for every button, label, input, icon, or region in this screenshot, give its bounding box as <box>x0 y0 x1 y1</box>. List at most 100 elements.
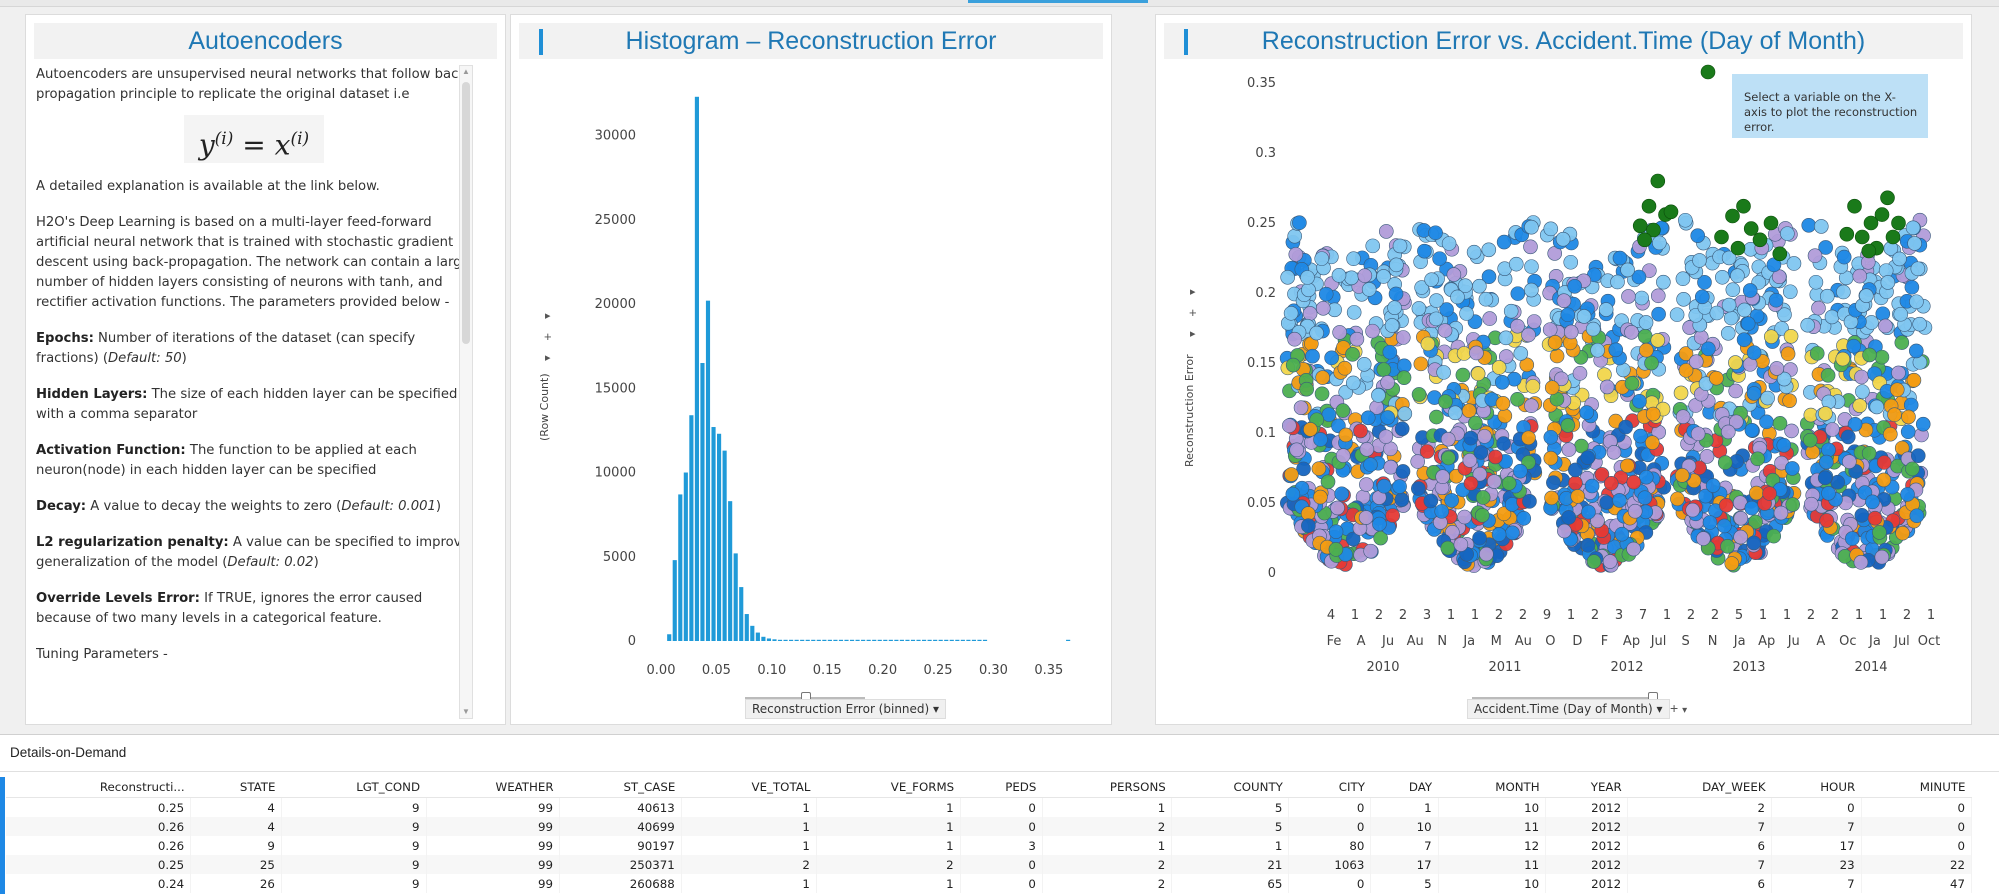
table-cell[interactable]: 5 <box>1370 874 1439 893</box>
table-cell[interactable]: 7 <box>1771 817 1862 836</box>
column-header[interactable]: YEAR <box>1545 777 1628 798</box>
hist-side-arrow-bottom[interactable]: ▸ <box>545 352 551 364</box>
table-cell[interactable]: 80 <box>1288 836 1372 855</box>
table-cell[interactable]: 260688 <box>559 874 682 893</box>
scatter-side-plus[interactable]: + <box>1189 305 1197 320</box>
text-scrollbar[interactable]: ▲ ▼ <box>459 65 473 719</box>
hist-side-arrow-top[interactable]: ▸ <box>545 310 551 322</box>
table-cell[interactable]: 0 <box>960 817 1043 836</box>
table-cell[interactable]: 1 <box>681 797 817 817</box>
table-cell[interactable]: 7 <box>1627 855 1773 874</box>
table-cell[interactable]: 99 <box>426 855 561 874</box>
table-cell[interactable]: 10 <box>1370 817 1439 836</box>
scroll-thumb[interactable] <box>462 82 470 344</box>
column-header[interactable]: ST_CASE <box>559 777 682 798</box>
table-cell[interactable]: 0 <box>1771 797 1862 817</box>
table-cell[interactable]: 2 <box>816 855 961 874</box>
table-cell[interactable]: 0.26 <box>6 817 192 836</box>
table-cell[interactable]: 21 <box>1171 855 1290 874</box>
table-cell[interactable]: 99 <box>426 797 561 817</box>
table-cell[interactable]: 1 <box>1171 836 1290 855</box>
table-cell[interactable]: 11 <box>1438 817 1547 836</box>
table-cell[interactable]: 0.25 <box>6 797 192 817</box>
scatter-add-axis-button[interactable]: + ▾ <box>1670 700 1688 716</box>
table-cell[interactable]: 1 <box>681 836 817 855</box>
hist-x-axis-dropdown[interactable]: Reconstruction Error (binned) ▾ <box>745 699 947 719</box>
table-cell[interactable]: 1063 <box>1288 855 1372 874</box>
table-cell[interactable]: 0 <box>1861 817 1973 836</box>
table-cell[interactable]: 9 <box>281 817 427 836</box>
table-cell[interactable]: 99 <box>426 817 561 836</box>
table-cell[interactable]: 9 <box>281 836 427 855</box>
table-cell[interactable]: 0 <box>1861 836 1973 855</box>
table-row[interactable]: 0.25 4 9 99 40613 1 1 0 1 5 0 1 10 2012 2 0 0 <box>6 797 1973 817</box>
table-cell[interactable]: 1 <box>681 874 817 893</box>
scatter-side-arrow-bottom[interactable]: ▸ <box>1190 328 1196 340</box>
column-header[interactable]: VE_TOTAL <box>681 777 817 798</box>
column-header[interactable]: CITY <box>1288 777 1371 798</box>
table-cell[interactable]: 10 <box>1438 874 1547 893</box>
table-cell[interactable]: 17 <box>1370 855 1439 874</box>
table-cell[interactable]: 4 <box>190 797 282 817</box>
scroll-down-icon[interactable]: ▼ <box>462 707 470 716</box>
table-cell[interactable]: 2 <box>681 855 817 874</box>
column-header[interactable]: MONTH <box>1438 777 1546 798</box>
table-cell[interactable]: 2012 <box>1545 836 1629 855</box>
table-cell[interactable]: 9 <box>281 797 427 817</box>
table-cell[interactable]: 1 <box>1042 836 1173 855</box>
column-header[interactable]: STATE <box>190 777 282 798</box>
table-cell[interactable]: 99 <box>426 874 561 893</box>
table-cell[interactable]: 7 <box>1370 836 1439 855</box>
column-header[interactable]: DAY <box>1370 777 1439 798</box>
table-row[interactable]: 0.26 9 9 99 90197 1 1 3 1 1 80 7 12 2012 6 17 0 <box>6 836 1973 855</box>
table-cell[interactable]: 0 <box>1288 874 1372 893</box>
table-cell[interactable]: 0 <box>1861 797 1973 817</box>
table-cell[interactable]: 1 <box>681 817 817 836</box>
table-cell[interactable]: 0 <box>1288 817 1372 836</box>
table-cell[interactable]: 3 <box>960 836 1043 855</box>
scroll-up-icon[interactable]: ▲ <box>462 67 470 76</box>
table-cell[interactable]: 4 <box>190 817 282 836</box>
table-cell[interactable]: 40613 <box>559 797 682 817</box>
table-cell[interactable]: 23 <box>1771 855 1862 874</box>
table-cell[interactable]: 0 <box>960 797 1043 817</box>
table-cell[interactable]: 9 <box>281 874 427 893</box>
table-cell[interactable]: 2 <box>1627 797 1773 817</box>
table-cell[interactable]: 0 <box>1288 797 1372 817</box>
table-cell[interactable]: 26 <box>190 874 282 893</box>
table-cell[interactable]: 10 <box>1438 797 1547 817</box>
table-cell[interactable]: 99 <box>426 836 561 855</box>
table-cell[interactable]: 0.26 <box>6 836 192 855</box>
table-cell[interactable]: 11 <box>1438 855 1547 874</box>
column-header[interactable]: Reconstructi... <box>6 777 191 798</box>
column-header[interactable]: PEDS <box>960 777 1043 798</box>
table-cell[interactable]: 25 <box>190 855 282 874</box>
active-tab-indicator[interactable] <box>968 0 1148 3</box>
table-cell[interactable]: 1 <box>816 836 961 855</box>
table-cell[interactable]: 0 <box>960 874 1043 893</box>
table-cell[interactable]: 1 <box>816 874 961 893</box>
table-cell[interactable]: 1 <box>1042 797 1173 817</box>
table-row[interactable]: 0.25 25 9 99 250371 2 2 0 2 21 1063 17 11 2012 7 23 22 <box>6 855 1973 874</box>
table-cell[interactable]: 250371 <box>559 855 682 874</box>
column-header[interactable]: LGT_COND <box>281 777 427 798</box>
table-cell[interactable]: 5 <box>1171 797 1290 817</box>
table-cell[interactable]: 2 <box>1042 874 1173 893</box>
table-cell[interactable]: 2 <box>1042 817 1173 836</box>
table-cell[interactable]: 9 <box>190 836 282 855</box>
column-header[interactable]: PERSONS <box>1042 777 1172 798</box>
table-cell[interactable]: 47 <box>1861 874 1973 893</box>
table-cell[interactable]: 2 <box>1042 855 1173 874</box>
table-cell[interactable]: 1 <box>1370 797 1439 817</box>
table-cell[interactable]: 0 <box>960 855 1043 874</box>
table-cell[interactable]: 1 <box>816 817 961 836</box>
column-header[interactable]: VE_FORMS <box>816 777 961 798</box>
table-cell[interactable]: 17 <box>1771 836 1862 855</box>
table-cell[interactable]: 40699 <box>559 817 682 836</box>
hist-side-plus[interactable]: + <box>544 329 552 344</box>
table-cell[interactable]: 5 <box>1171 817 1290 836</box>
column-header[interactable]: MINUTE <box>1861 777 1972 798</box>
table-cell[interactable]: 0.24 <box>6 874 192 893</box>
table-cell[interactable]: 2012 <box>1545 855 1629 874</box>
table-cell[interactable]: 7 <box>1771 874 1862 893</box>
